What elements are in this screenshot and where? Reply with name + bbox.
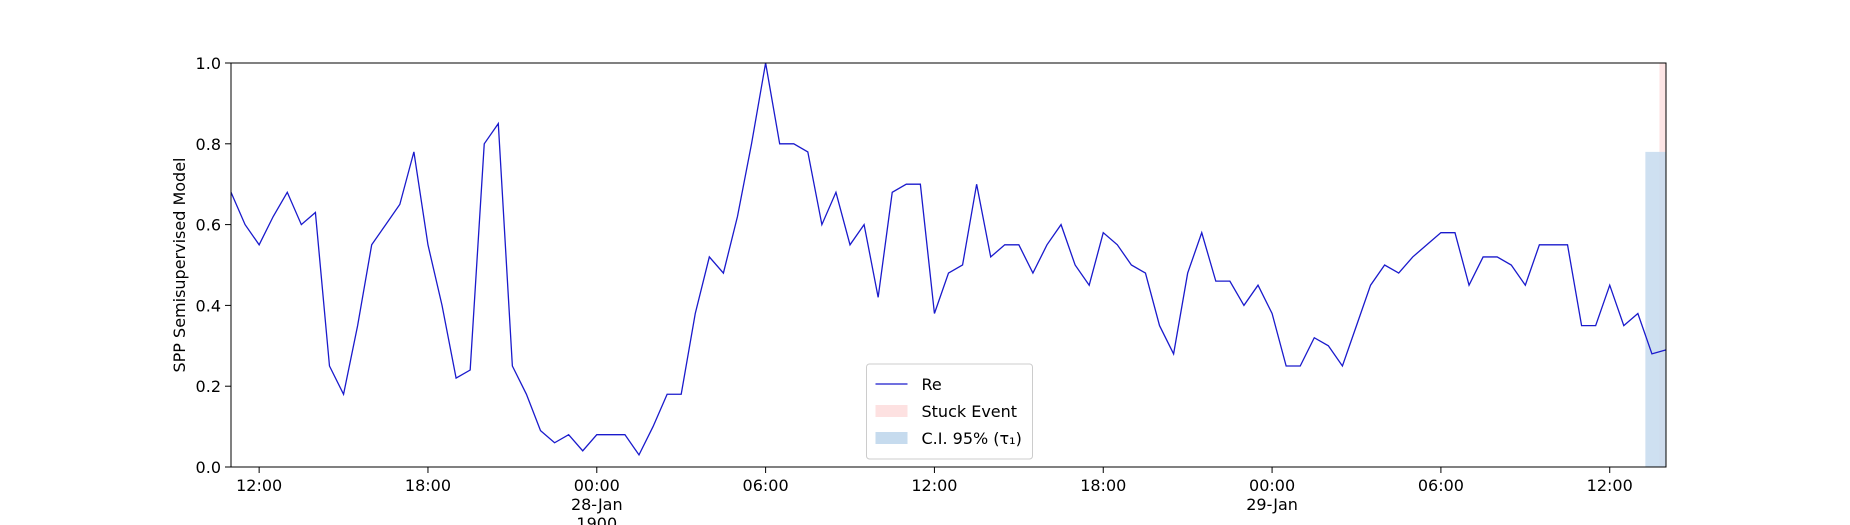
span bbox=[1645, 151, 1666, 467]
legend-patch bbox=[875, 405, 908, 417]
legend-box bbox=[866, 363, 1033, 460]
x-tick-label: 00:00 28-Jan 1900 bbox=[571, 476, 623, 525]
y-axis-label: SPP Semisupervised Model bbox=[170, 158, 189, 373]
legend-label: Re bbox=[922, 375, 942, 394]
x-tick-label: 06:00 bbox=[1418, 476, 1464, 495]
x-tick-label: 06:00 bbox=[743, 476, 789, 495]
y-tick-label: 0.4 bbox=[196, 296, 221, 315]
x-tick-label: 12:00 bbox=[1587, 476, 1633, 495]
legend-label: Stuck Event bbox=[922, 402, 1018, 421]
y-tick-label: 0.8 bbox=[196, 135, 221, 154]
y-tick-label: 0.6 bbox=[196, 216, 221, 235]
x-tick-label: 18:00 bbox=[405, 476, 451, 495]
x-tick-label: 00:00 29-Jan bbox=[1246, 476, 1298, 514]
x-tick-label: 12:00 bbox=[911, 476, 957, 495]
y-tick-label: 1.0 bbox=[196, 54, 221, 73]
y-tick-label: 0.2 bbox=[196, 377, 221, 396]
legend-patch bbox=[875, 432, 908, 444]
y-tick-label: 0.0 bbox=[196, 458, 221, 477]
x-tick-label: 18:00 bbox=[1080, 476, 1126, 495]
legend: Re Stuck Event C.I. 95% (τ₁) bbox=[866, 363, 1033, 460]
line-series bbox=[230, 62, 1667, 457]
plot-frame bbox=[230, 62, 1667, 468]
x-tick-label: 12:00 bbox=[236, 476, 282, 495]
legend-label: C.I. 95% (τ₁) bbox=[922, 429, 1022, 448]
